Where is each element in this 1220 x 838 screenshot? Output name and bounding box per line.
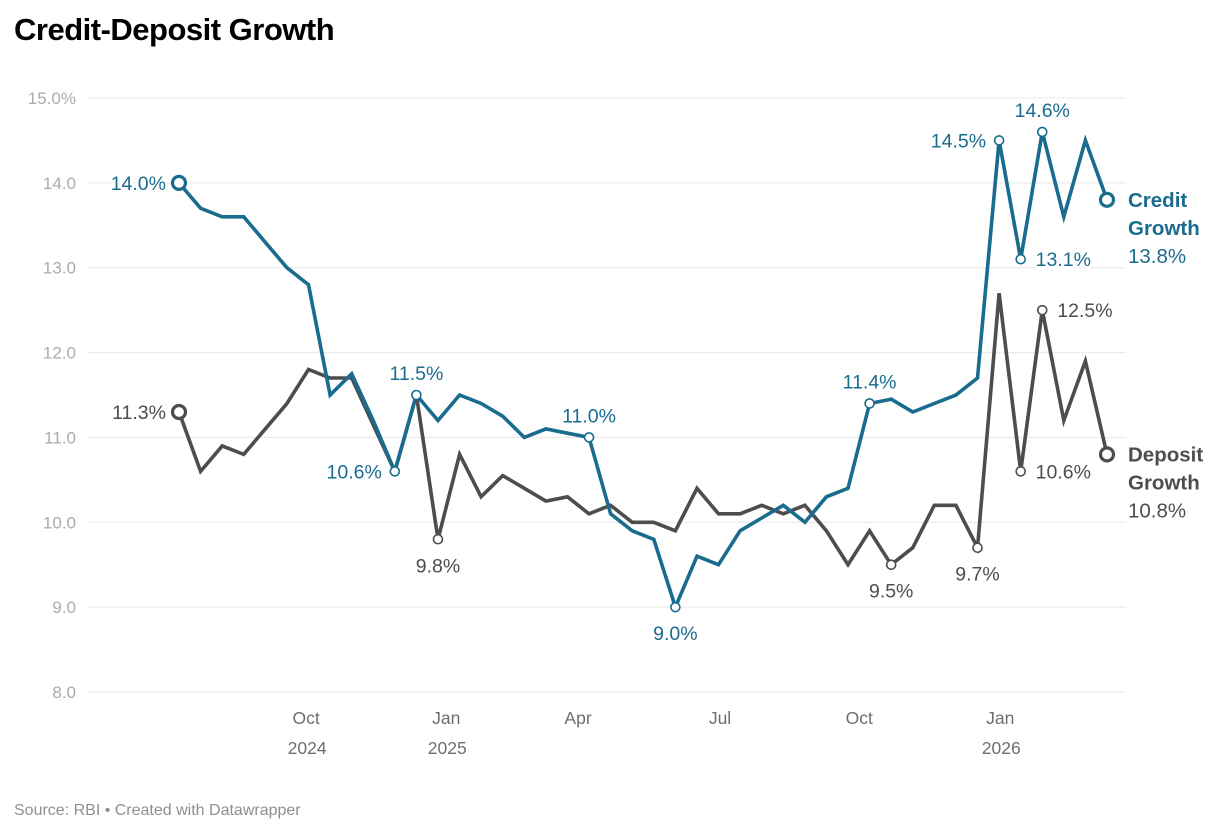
annotation-value-label: 10.6%: [327, 461, 382, 483]
annotation-value-label: 11.5%: [389, 363, 443, 385]
y-tick-label: 9.0: [52, 598, 76, 617]
y-tick-label: 12.0: [43, 344, 76, 363]
credit-growth-end-value: 13.8%: [1128, 245, 1186, 268]
data-point-marker: [1098, 446, 1116, 463]
deposit-growth-line: [177, 292, 1109, 569]
data-point-marker: [432, 533, 444, 545]
x-tick-label: Jan: [986, 708, 1014, 728]
data-point-marker: [1098, 191, 1116, 208]
y-tick-label: 14.0: [43, 174, 76, 193]
data-point-marker: [1015, 466, 1026, 477]
x-tick-label: Apr: [564, 708, 591, 728]
y-tick-label: 11.0: [44, 428, 76, 447]
credit-growth-series-label: Credit: [1128, 189, 1187, 212]
annotation-value-label: 11.4%: [843, 371, 897, 393]
x-tick-year-label: 2024: [288, 738, 327, 758]
data-point-marker: [670, 601, 681, 613]
data-point-marker: [972, 542, 983, 554]
y-tick-label: 15.0%: [28, 89, 76, 108]
annotation-value-label: 9.8%: [416, 555, 460, 577]
data-point-marker: [1015, 253, 1026, 265]
x-tick-year-label: 2025: [428, 738, 467, 758]
annotation-value-label: 13.1%: [1036, 249, 1091, 271]
annotation-value-label: 9.7%: [955, 564, 999, 586]
x-tick-label: Jan: [432, 708, 460, 728]
deposit-growth-end-value: 10.8%: [1128, 499, 1186, 522]
deposit-growth-series-label: Growth: [1128, 471, 1200, 494]
x-tick-label: Oct: [846, 708, 873, 728]
data-point-marker: [993, 135, 1005, 146]
data-point-marker: [885, 559, 897, 571]
data-point-marker: [389, 466, 401, 477]
annotation-value-label: 11.3%: [112, 402, 166, 424]
data-point-marker: [170, 403, 188, 421]
y-tick-label: 13.0: [43, 259, 76, 278]
data-point-marker: [1036, 304, 1048, 316]
y-tick-label: 8.0: [52, 683, 76, 702]
credit-growth-series-label: Growth: [1128, 217, 1200, 240]
x-tick-year-label: 2026: [982, 738, 1021, 758]
annotation-value-label: 10.6%: [1036, 461, 1091, 483]
data-point-marker: [864, 398, 875, 409]
data-point-marker: [1036, 126, 1048, 138]
data-point-marker: [583, 432, 595, 443]
data-point-marker: [411, 389, 422, 401]
annotation-value-label: 14.6%: [1015, 100, 1070, 122]
data-point-marker: [170, 174, 188, 191]
annotation-value-label: 9.5%: [869, 581, 913, 603]
annotation-value-label: 14.0%: [111, 173, 166, 195]
credit-growth-line: [177, 131, 1109, 613]
annotation-value-label: 12.5%: [1057, 300, 1112, 322]
deposit-growth-series-label: Deposit: [1128, 443, 1203, 466]
annotation-value-label: 9.0%: [653, 623, 697, 645]
source-attribution: Source: RBI • Created with Datawrapper: [14, 802, 301, 819]
y-tick-label: 10.0: [43, 513, 76, 532]
x-tick-label: Oct: [293, 708, 320, 728]
annotation-value-label: 14.5%: [931, 130, 986, 152]
annotation-value-label: 11.0%: [562, 405, 616, 427]
chart-title: Credit-Deposit Growth: [14, 12, 335, 47]
x-tick-label: Jul: [709, 708, 731, 728]
